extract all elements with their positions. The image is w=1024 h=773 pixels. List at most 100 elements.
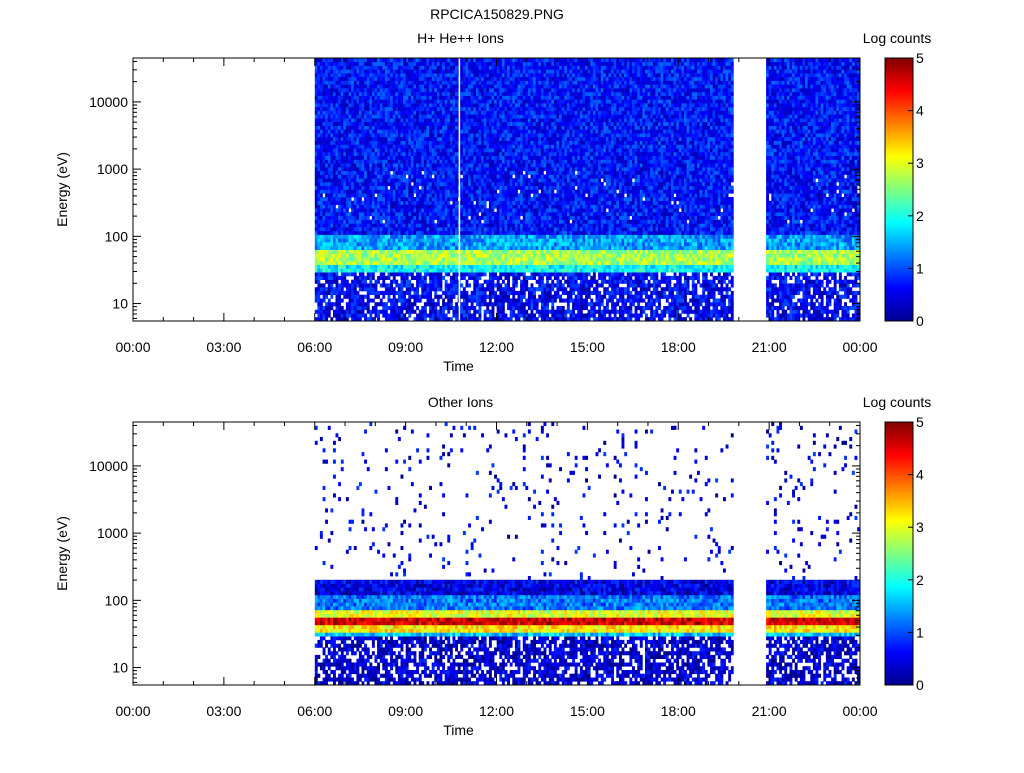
spectrogram-cell — [319, 103, 323, 108]
spectrogram-cell — [470, 167, 474, 172]
spectrogram-cell — [317, 238, 321, 243]
spectrogram-cell — [436, 200, 440, 205]
spectrogram-cell — [382, 76, 386, 81]
spectrogram-cell — [434, 118, 438, 123]
spectrogram-cell — [429, 227, 432, 232]
spectrogram-cell — [338, 121, 341, 126]
spectrogram-cell — [468, 155, 471, 160]
spectrogram-cell — [418, 294, 422, 299]
spectrogram-cell — [361, 268, 365, 273]
spectrogram-cell — [361, 204, 365, 209]
spectrogram-cell — [504, 219, 508, 224]
spectrogram-cell — [345, 212, 349, 217]
spectrogram-cell — [317, 170, 321, 175]
spectrogram-cell — [439, 88, 443, 93]
spectrogram-cell — [340, 151, 344, 156]
spectrogram-cell — [462, 227, 466, 232]
spectrogram-cell — [317, 88, 321, 93]
spectrogram-cell — [470, 125, 474, 130]
spectrogram-cell — [382, 84, 386, 89]
spectrogram-cell — [436, 309, 440, 314]
spectrogram-cell — [371, 298, 375, 303]
spectrogram-cell — [343, 121, 347, 126]
spectrogram-cell — [369, 257, 373, 262]
spectrogram-cell — [369, 268, 373, 273]
spectrogram-cell — [403, 230, 406, 235]
spectrogram-cell — [340, 170, 344, 175]
spectrogram-cell — [447, 167, 451, 172]
spectrogram-cell — [390, 242, 393, 247]
spectrogram-cell — [395, 140, 399, 145]
spectrogram-cell — [462, 99, 466, 104]
spectrogram-cell — [343, 133, 347, 138]
spectrogram-cell — [499, 133, 503, 138]
spectrogram-cell — [345, 317, 349, 322]
spectrogram-cell — [486, 155, 490, 160]
spectrogram-cell — [444, 317, 448, 322]
spectrogram-cell — [325, 99, 328, 104]
spectrogram-cell — [491, 302, 495, 307]
spectrogram-cell — [494, 121, 497, 126]
spectrogram-cell — [410, 110, 414, 115]
spectrogram-cell — [348, 103, 352, 108]
spectrogram-cell — [475, 76, 479, 81]
spectrogram-cell — [478, 189, 482, 194]
spectrogram-cell — [491, 234, 495, 239]
spectrogram-cell — [421, 268, 425, 273]
spectrogram-cell — [496, 227, 500, 232]
spectrogram-cell — [384, 88, 388, 93]
spectrogram-cell — [374, 167, 378, 172]
spectrogram-cell — [496, 58, 500, 63]
spectrogram-cell — [325, 230, 328, 235]
spectrogram-cell — [468, 95, 471, 100]
spectrogram-cell — [387, 84, 391, 89]
spectrogram-cell — [369, 204, 373, 209]
spectrogram-cell — [400, 133, 404, 138]
spectrogram-cell — [444, 185, 448, 190]
spectrogram-cell — [322, 219, 326, 224]
spectrogram-cell — [496, 204, 500, 209]
spectrogram-cell — [455, 290, 458, 295]
spectrogram-cell — [496, 155, 500, 160]
spectrogram-cell — [496, 121, 500, 126]
spectrogram-cell — [369, 234, 373, 239]
spectrogram-cell — [351, 133, 354, 138]
spectrogram-cell — [348, 140, 352, 145]
spectrogram-cell — [353, 133, 357, 138]
spectrogram-cell — [345, 279, 349, 284]
spectrogram-cell — [431, 167, 435, 172]
spectrogram-cell — [348, 159, 352, 164]
spectrogram-cell — [418, 140, 422, 145]
spectrogram-cell — [447, 294, 451, 299]
spectrogram-cell — [322, 118, 326, 123]
spectrogram-cell — [361, 283, 365, 288]
spectrogram-cell — [333, 253, 336, 258]
spectrogram-cell — [413, 159, 417, 164]
spectrogram-cell — [462, 298, 466, 303]
spectrogram-cell — [423, 144, 427, 149]
spectrogram-cell — [429, 76, 432, 81]
spectrogram-cell — [486, 144, 490, 149]
spectrogram-cell — [348, 95, 352, 100]
spectrogram-cell — [374, 215, 378, 220]
spectrogram-cell — [418, 272, 422, 277]
spectrogram-cell — [460, 275, 464, 280]
spectrogram-cell — [353, 80, 357, 85]
spectrogram-cell — [491, 294, 495, 299]
spectrogram-cell — [462, 185, 466, 190]
spectrogram-cell — [345, 118, 349, 123]
spectrogram-cell — [374, 200, 378, 205]
spectrogram-cell — [369, 121, 373, 126]
spectrogram-cell — [452, 167, 456, 172]
spectrogram-cell — [501, 245, 505, 250]
spectrogram-cell — [416, 178, 419, 183]
spectrogram-cell — [447, 178, 451, 183]
spectrogram-cell — [468, 125, 471, 130]
spectrogram-cell — [330, 193, 334, 198]
spectrogram-cell — [436, 212, 440, 217]
spectrogram-cell — [333, 219, 336, 224]
spectrogram-cell — [499, 208, 503, 213]
spectrogram-cell — [377, 313, 380, 318]
spectrogram-cell — [449, 189, 453, 194]
spectrogram-cell — [436, 133, 440, 138]
